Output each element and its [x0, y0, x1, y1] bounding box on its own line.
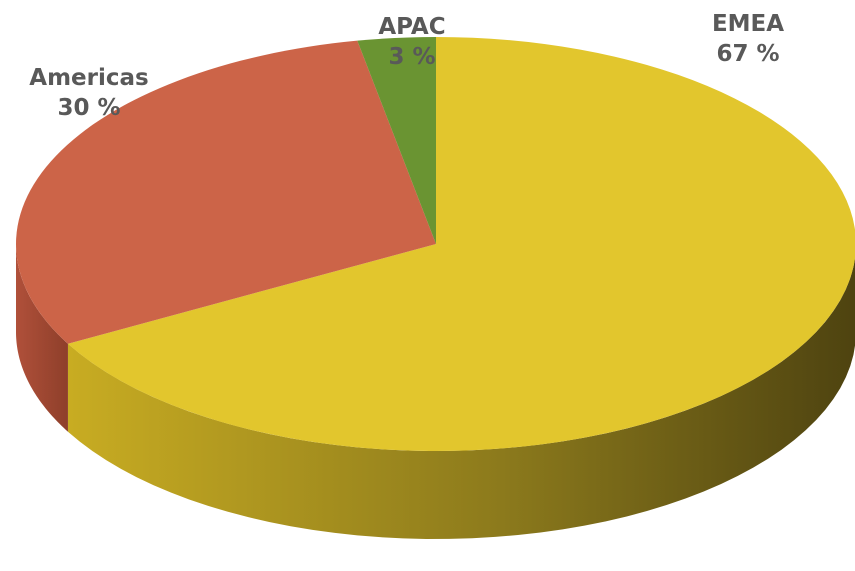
- slice-value-emea: 67 %: [716, 41, 779, 67]
- pie-side-emea: [67, 257, 855, 539]
- pie-side-americas: [16, 244, 68, 432]
- slice-label-apac: APAC: [378, 14, 445, 40]
- pie-slice-apac: [357, 37, 436, 244]
- pie-labels: EMEA 67 % Americas 30 % APAC 3 %: [29, 11, 784, 121]
- pie-sides: [16, 244, 855, 539]
- slice-value-americas: 30 %: [57, 95, 120, 121]
- slice-value-apac: 3 %: [388, 44, 435, 70]
- pie-slice-emea: [67, 37, 855, 451]
- pie-tops: [16, 37, 855, 451]
- slice-label-emea: EMEA: [712, 11, 784, 37]
- pie-slice-americas: [16, 40, 436, 344]
- slice-label-americas: Americas: [29, 65, 148, 91]
